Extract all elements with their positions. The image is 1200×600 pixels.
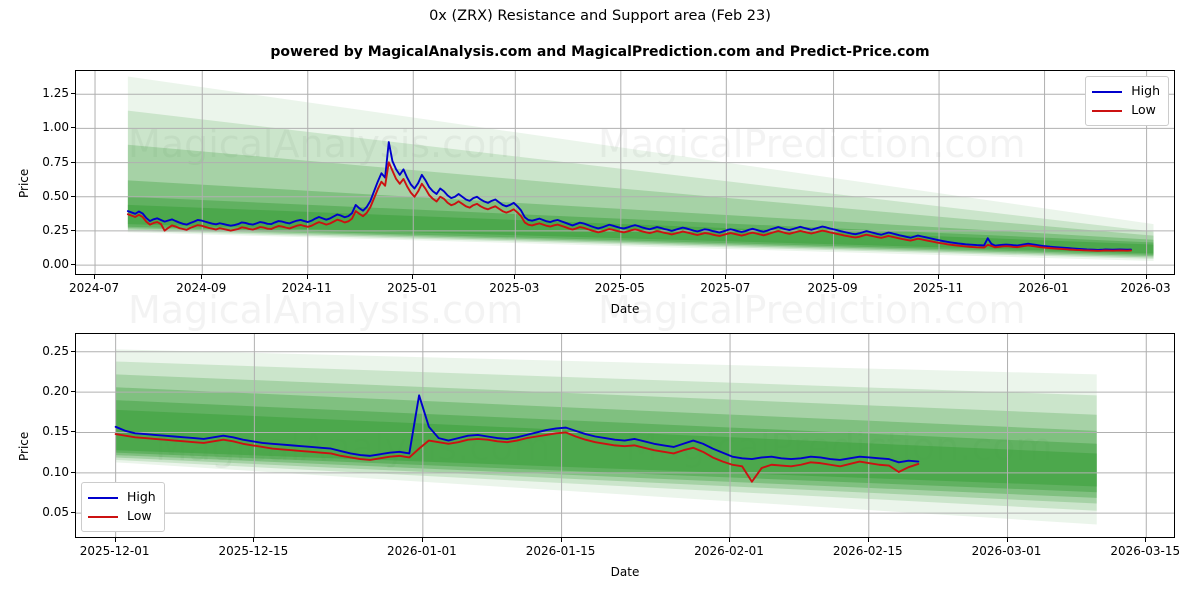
- x-tick-mark: [201, 275, 203, 279]
- lower-y-axis-label: Price: [17, 431, 31, 461]
- x-tick-mark: [306, 275, 308, 279]
- x-tick-label: 2026-03-01: [971, 544, 1042, 558]
- x-tick-mark: [1006, 538, 1008, 542]
- y-tick-mark: [71, 391, 75, 393]
- y-tick-mark: [71, 195, 75, 197]
- figure-subtitle: powered by MagicalAnalysis.com and Magic…: [270, 44, 930, 60]
- x-tick-mark: [94, 275, 96, 279]
- legend-item[interactable]: High: [1092, 82, 1160, 101]
- lower-plot-svg: [76, 334, 1174, 537]
- y-tick-mark: [71, 431, 75, 433]
- upper-plot-svg: [76, 71, 1174, 274]
- x-tick-label: 2025-03: [489, 281, 540, 295]
- lower-x-axis-label: Date: [610, 565, 640, 579]
- x-tick-label: 2026-03: [1120, 281, 1171, 295]
- x-tick-label: 2026-03-15: [1110, 544, 1181, 558]
- legend-swatch-line: [88, 496, 118, 499]
- x-tick-label: 2025-05: [594, 281, 645, 295]
- x-tick-label: 2026-02-01: [694, 544, 764, 558]
- legend-item[interactable]: Low: [1092, 101, 1160, 120]
- x-tick-label: 2026-01-15: [525, 544, 596, 558]
- x-tick-label: 2025-12-15: [218, 544, 289, 558]
- price-line-low: [114, 431, 920, 483]
- x-tick-mark: [938, 275, 940, 279]
- y-tick-label: 1.00: [42, 120, 69, 135]
- x-tick-label: 2024-09: [176, 281, 227, 295]
- legend-label: Low: [127, 508, 152, 524]
- x-tick-label: 2026-01-01: [386, 544, 457, 558]
- legend-swatch-line: [88, 515, 118, 518]
- upper-plot-area: [75, 70, 1175, 275]
- x-tick-mark: [421, 538, 423, 542]
- legend-item[interactable]: High: [88, 488, 156, 507]
- price-line-low: [126, 161, 1132, 252]
- x-tick-mark: [412, 275, 414, 279]
- x-tick-mark: [725, 275, 727, 279]
- x-tick-label: 2024-07: [68, 281, 120, 295]
- page-title: 0x (ZRX) Resistance and Support area (Fe…: [429, 8, 771, 24]
- y-tick-mark: [71, 161, 75, 163]
- upper-chart-axes: Price Date High Low 0.00 0.25 0.50 0.75 1.00 1…: [17, 70, 1175, 316]
- y-tick-label: 0.75: [42, 154, 69, 169]
- y-tick-label: 0.00: [42, 257, 69, 272]
- lower-plot-area: [75, 333, 1175, 538]
- y-tick-mark: [71, 264, 75, 266]
- y-tick-mark: [71, 471, 75, 473]
- x-tick-label: 2025-11: [912, 281, 964, 295]
- x-tick-mark: [729, 538, 731, 542]
- y-tick-mark: [71, 350, 75, 352]
- upper-legend[interactable]: High Low: [1085, 76, 1169, 126]
- x-tick-mark: [867, 538, 869, 542]
- x-tick-label: 2025-01: [387, 281, 438, 295]
- price-line-high: [126, 141, 1132, 251]
- x-tick-label: 2026-02-15: [832, 544, 903, 558]
- legend-item[interactable]: Low: [88, 507, 156, 526]
- legend-swatch-line: [1092, 90, 1123, 93]
- x-tick-mark: [514, 275, 516, 279]
- x-tick-label: 2026-01: [1018, 281, 1069, 295]
- y-tick-label: 0.15: [42, 424, 69, 439]
- x-tick-label: 2025-07: [700, 281, 751, 295]
- upper-y-axis-label: Price: [17, 168, 31, 198]
- x-tick-label: 2025-12-01: [79, 544, 150, 558]
- x-tick-mark: [619, 275, 621, 279]
- lower-chart-axes: Price Date High Low 0.05 0.10 0.15 0.20 0.25 2…: [17, 333, 1180, 579]
- price-line-high: [114, 394, 920, 464]
- y-tick-mark: [71, 127, 75, 129]
- y-tick-label: 0.25: [42, 343, 69, 358]
- y-tick-label: 0.25: [42, 222, 69, 237]
- x-tick-mark: [114, 538, 116, 542]
- x-tick-mark: [832, 275, 834, 279]
- legend-label: Low: [1131, 102, 1156, 118]
- y-tick-label: 0.05: [42, 505, 69, 520]
- y-tick-mark: [71, 512, 75, 514]
- x-tick-label: 2024-11: [281, 281, 332, 295]
- y-tick-label: 0.50: [42, 188, 69, 203]
- legend-label: High: [127, 489, 156, 505]
- x-tick-mark: [1145, 275, 1147, 279]
- legend-label: High: [1131, 83, 1160, 99]
- resistance-support-band: [127, 204, 1154, 254]
- y-tick-mark: [71, 93, 75, 95]
- x-tick-mark: [1145, 538, 1147, 542]
- legend-swatch-line: [1092, 109, 1123, 112]
- x-tick-mark: [1043, 275, 1045, 279]
- y-tick-label: 1.25: [42, 86, 69, 101]
- upper-x-axis-label: Date: [610, 302, 640, 316]
- y-tick-label: 0.20: [42, 384, 69, 399]
- lower-legend[interactable]: High Low: [81, 482, 165, 532]
- x-tick-mark: [560, 538, 562, 542]
- x-tick-mark: [253, 538, 255, 542]
- y-tick-label: 0.10: [42, 464, 69, 479]
- resistance-support-band: [115, 409, 1097, 487]
- x-tick-label: 2025-09: [807, 281, 858, 295]
- y-tick-mark: [71, 229, 75, 231]
